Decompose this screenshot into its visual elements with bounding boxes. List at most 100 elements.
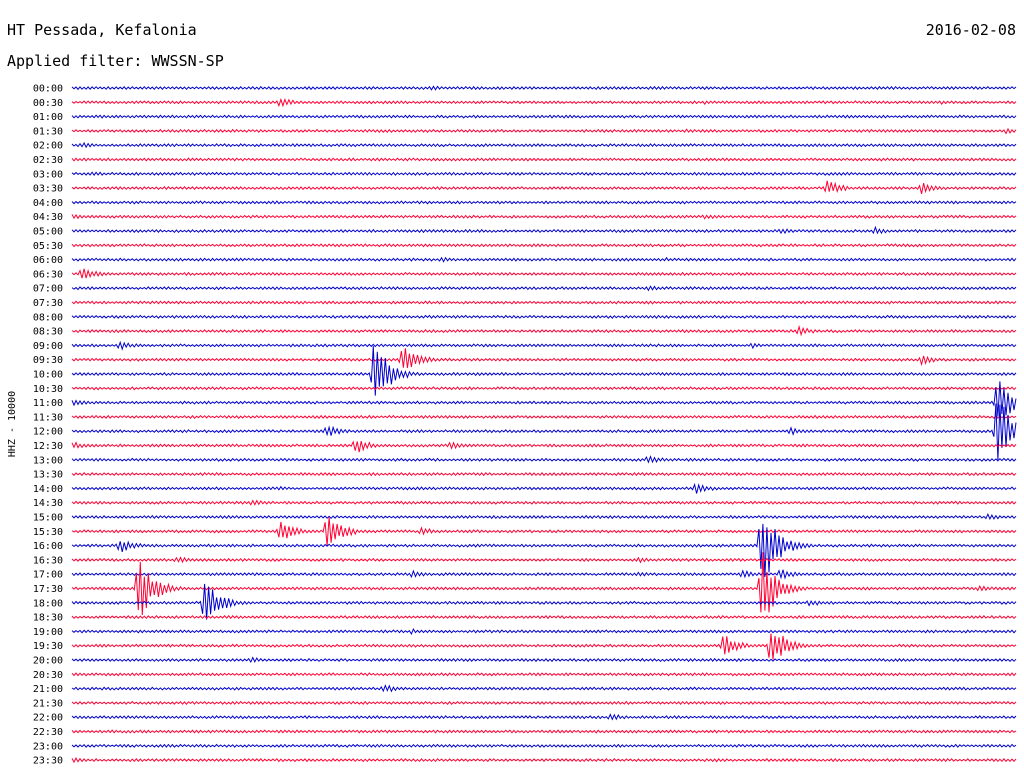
seismic-trace bbox=[71, 552, 1017, 616]
seismic-trace bbox=[71, 97, 1017, 108]
seismic-trace bbox=[71, 268, 1017, 279]
seismic-trace bbox=[71, 743, 1017, 748]
seismic-trace bbox=[71, 180, 1017, 195]
seismic-trace bbox=[71, 455, 1017, 464]
time-tick-label: 11:30 bbox=[33, 412, 63, 423]
time-tick-label: 11:00 bbox=[33, 398, 63, 409]
seismic-trace bbox=[71, 672, 1017, 677]
seismic-trace bbox=[71, 141, 1017, 149]
seismic-trace bbox=[71, 757, 1017, 764]
time-tick-label: 10:00 bbox=[33, 370, 63, 381]
station-title: HT Pessada, Kefalonia bbox=[7, 21, 197, 39]
trace-group bbox=[71, 85, 1017, 764]
time-tick-label: 17:30 bbox=[33, 584, 63, 595]
seismic-trace bbox=[71, 324, 1017, 337]
time-tick-label: 18:30 bbox=[33, 613, 63, 624]
time-tick-label: 10:30 bbox=[33, 384, 63, 395]
time-tick-label: 06:00 bbox=[33, 255, 63, 266]
filter-label: Applied filter: WWSSN-SP bbox=[7, 52, 224, 70]
time-tick-label: 14:30 bbox=[33, 498, 63, 509]
seismic-trace bbox=[71, 569, 1017, 580]
seismic-trace bbox=[71, 340, 1017, 351]
seismic-trace bbox=[71, 85, 1017, 91]
time-tick-label: 04:30 bbox=[33, 212, 63, 223]
time-tick-label: 09:30 bbox=[33, 355, 63, 366]
seismic-trace bbox=[71, 381, 1017, 417]
seismic-trace bbox=[71, 157, 1017, 162]
seismic-trace bbox=[71, 386, 1017, 391]
time-tick-label: 01:00 bbox=[33, 112, 63, 123]
seismic-trace bbox=[71, 256, 1017, 263]
seismic-trace bbox=[71, 214, 1017, 220]
seismic-trace bbox=[71, 348, 1017, 369]
time-tick-label: 12:30 bbox=[33, 441, 63, 452]
seismic-trace bbox=[71, 171, 1017, 176]
seismic-trace bbox=[71, 200, 1017, 205]
time-tick-label: 12:00 bbox=[33, 427, 63, 438]
seismic-trace bbox=[71, 684, 1017, 693]
time-tick-label: 02:30 bbox=[33, 155, 63, 166]
seismic-trace bbox=[71, 713, 1017, 721]
seismic-trace bbox=[71, 114, 1017, 119]
seismic-trace bbox=[71, 482, 1017, 494]
time-tick-label: 06:30 bbox=[33, 269, 63, 280]
seismic-trace bbox=[71, 523, 1017, 578]
seismic-trace bbox=[71, 517, 1017, 547]
time-tick-label: 01:30 bbox=[33, 126, 63, 137]
time-tick-label: 19:00 bbox=[33, 627, 63, 638]
time-tick-label: 20:00 bbox=[33, 656, 63, 667]
time-tick-label: 00:30 bbox=[33, 98, 63, 109]
seismic-trace bbox=[71, 499, 1017, 506]
time-tick-label: 08:30 bbox=[33, 327, 63, 338]
time-tick-label: 15:30 bbox=[33, 527, 63, 538]
seismic-trace bbox=[71, 583, 1017, 620]
seismic-trace bbox=[71, 314, 1017, 320]
time-tick-label: 18:00 bbox=[33, 598, 63, 609]
time-tick-label: 16:30 bbox=[33, 555, 63, 566]
time-tick-label: 16:00 bbox=[33, 541, 63, 552]
time-tick-label: 14:00 bbox=[33, 484, 63, 495]
seismic-trace bbox=[71, 300, 1017, 305]
seismic-trace bbox=[71, 615, 1017, 620]
seismic-trace bbox=[71, 403, 1017, 460]
time-tick-label: 13:30 bbox=[33, 470, 63, 481]
seismic-trace bbox=[71, 243, 1017, 248]
time-tick-label: 09:00 bbox=[33, 341, 63, 352]
time-tick-label: 03:00 bbox=[33, 169, 63, 180]
seismic-trace bbox=[71, 414, 1017, 419]
time-tick-label: 04:00 bbox=[33, 198, 63, 209]
time-tick-label: 17:00 bbox=[33, 570, 63, 581]
time-tick-label: 13:00 bbox=[33, 455, 63, 466]
time-tick-label: 21:30 bbox=[33, 698, 63, 709]
time-tick-label: 20:30 bbox=[33, 670, 63, 681]
time-tick-label: 23:30 bbox=[33, 756, 63, 767]
time-tick-label: 07:00 bbox=[33, 284, 63, 295]
seismic-trace bbox=[71, 440, 1017, 453]
time-tick-label: 03:30 bbox=[33, 184, 63, 195]
record-date: 2016-02-08 bbox=[926, 21, 1016, 39]
seismic-trace bbox=[71, 225, 1017, 235]
time-tick-label: 00:00 bbox=[33, 84, 63, 95]
seismic-trace bbox=[71, 633, 1017, 660]
time-tick-label: 08:00 bbox=[33, 312, 63, 323]
time-tick-label: 07:30 bbox=[33, 298, 63, 309]
time-tick-label: 15:00 bbox=[33, 513, 63, 524]
time-tick-label: 19:30 bbox=[33, 641, 63, 652]
time-tick-labels: 00:00 00:30 01:00 01:30 02:00 02:30 03:00 03:30… bbox=[33, 84, 63, 767]
time-tick-label: 05:00 bbox=[33, 227, 63, 238]
seismic-trace bbox=[71, 700, 1017, 705]
time-tick-label: 21:00 bbox=[33, 684, 63, 695]
time-tick-label: 02:00 bbox=[33, 141, 63, 152]
seismic-trace bbox=[71, 512, 1017, 521]
seismic-trace bbox=[71, 729, 1017, 734]
seismic-trace bbox=[71, 471, 1017, 477]
time-tick-label: 23:00 bbox=[33, 741, 63, 752]
time-tick-label: 22:00 bbox=[33, 713, 63, 724]
seismic-trace bbox=[71, 556, 1017, 564]
seismic-trace bbox=[71, 346, 1017, 396]
y-axis-label: HHZ - 10000 bbox=[7, 391, 18, 457]
seismic-trace bbox=[71, 285, 1017, 292]
seismic-trace bbox=[71, 127, 1017, 135]
time-tick-label: 05:30 bbox=[33, 241, 63, 252]
